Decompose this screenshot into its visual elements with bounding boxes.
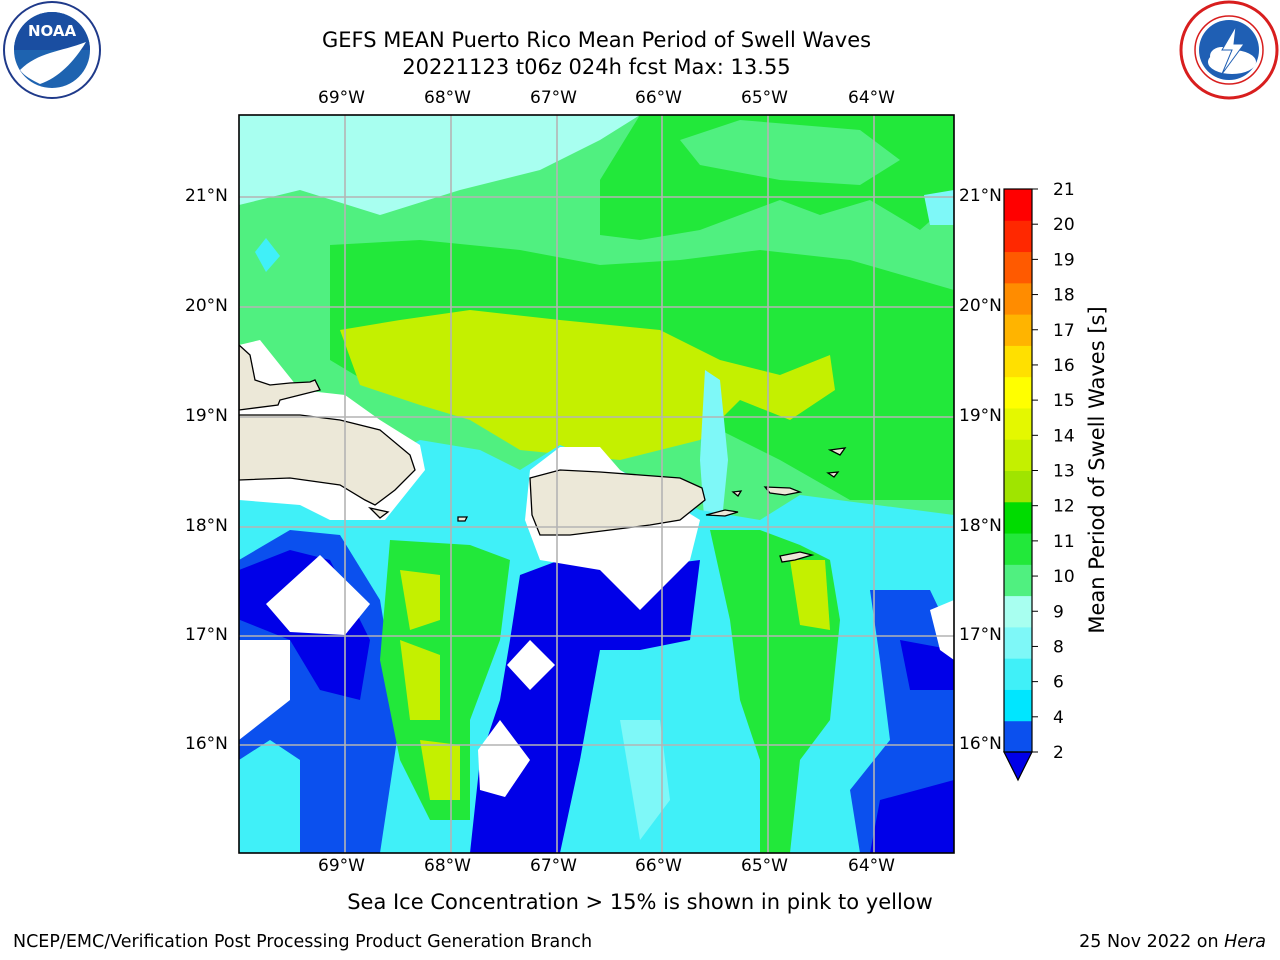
colorbar-extend-triangle <box>1003 751 1033 782</box>
colorbar-tick-label: 16 <box>1053 356 1075 376</box>
colorbar-bin <box>1004 251 1032 284</box>
lon-label-bottom: 66°W <box>635 856 682 876</box>
noaa-logo: NOAA <box>3 1 101 99</box>
colorbar-tick-label: 17 <box>1053 321 1075 341</box>
noaa-logo-text: NOAA <box>28 22 77 40</box>
colorbar-bin <box>1004 189 1032 221</box>
colorbar-bin <box>1004 345 1032 378</box>
colorbar-bin <box>1004 564 1032 597</box>
machine-name: Hera <box>1224 932 1266 952</box>
colorbar-tick-label: 18 <box>1053 286 1075 306</box>
lat-label-left: 16°N <box>185 734 228 754</box>
colorbar-bin <box>1004 689 1032 722</box>
hispaniola-north <box>239 344 321 411</box>
lat-label-right: 20°N <box>959 296 1002 316</box>
lon-label-bottom: 69°W <box>318 856 365 876</box>
hispaniola <box>239 414 416 506</box>
colorbar: 21 20 19 18 17 16 15 14 13 12 11 10 9 8 6 4 2 <box>1003 180 1075 782</box>
lat-label-left: 18°N <box>185 516 228 536</box>
run-date-text: 25 Nov 2022 on <box>1079 932 1225 952</box>
colorbar-bin <box>1004 314 1032 346</box>
colorbar-bin <box>1004 470 1032 503</box>
lon-label-top: 66°W <box>635 88 682 108</box>
lat-label-left: 17°N <box>185 625 228 645</box>
chart-subtitle: 20221123 t06z 024h fcst Max: 13.55 <box>402 55 791 79</box>
colorbar-bin <box>1004 282 1032 315</box>
lat-label-left: 20°N <box>185 296 228 316</box>
lat-label-left: 21°N <box>185 186 228 206</box>
run-date: 25 Nov 2022 on Hera <box>1079 932 1266 952</box>
colorbar-bin <box>1004 407 1032 440</box>
colorbar-bin <box>1004 658 1032 690</box>
colorbar-tick-label: 4 <box>1053 708 1064 728</box>
colorbar-tick-label: 19 <box>1053 250 1075 270</box>
lat-label-right: 18°N <box>959 516 1002 536</box>
graticule <box>239 115 954 853</box>
lat-label-left: 19°N <box>185 406 228 426</box>
lon-label-top: 64°W <box>848 88 895 108</box>
lon-label-bottom: 67°W <box>530 856 577 876</box>
colorbar-tick-label: 9 <box>1053 602 1064 622</box>
colorbar-tick-label: 13 <box>1053 462 1075 482</box>
colorbar-tick-label: 11 <box>1053 532 1075 552</box>
colorbar-tick-label: 6 <box>1053 673 1064 693</box>
lat-label-right: 16°N <box>959 734 1002 754</box>
branch-credit: NCEP/EMC/Verification Post Processing Pr… <box>13 932 593 952</box>
colorbar-bin <box>1004 439 1032 471</box>
colorbar-tick-label: 8 <box>1053 637 1064 657</box>
colorbar-tick-label: 14 <box>1053 426 1075 446</box>
colorbar-tick-label: 12 <box>1053 497 1075 517</box>
colorbar-bin <box>1004 533 1032 565</box>
sea-ice-note: Sea Ice Concentration > 15% is shown in … <box>347 890 933 914</box>
colorbar-bin <box>1004 501 1032 534</box>
colorbar-tick-label: 2 <box>1053 743 1064 763</box>
colorbar-label: Mean Period of Swell Waves [s] <box>1085 306 1109 634</box>
colorbar-bin <box>1004 595 1032 628</box>
lat-label-right: 19°N <box>959 406 1002 426</box>
chart-title: GEFS MEAN Puerto Rico Mean Period of Swe… <box>321 28 872 52</box>
lat-label-right: 17°N <box>959 625 1002 645</box>
lon-label-bottom: 68°W <box>424 856 471 876</box>
colorbar-tick-label: 21 <box>1053 180 1075 200</box>
st-croix <box>779 551 815 563</box>
lat-label-right: 21°N <box>959 186 1002 206</box>
colorbar-bin <box>1004 376 1032 409</box>
colorbar-bin <box>1004 626 1032 659</box>
lon-label-top: 65°W <box>741 88 788 108</box>
nws-logo <box>1179 0 1279 100</box>
colorbar-tick-label: 15 <box>1053 391 1075 411</box>
colorbar-bin <box>1004 220 1032 253</box>
colorbar-bin <box>1004 720 1032 753</box>
lon-label-bottom: 65°W <box>741 856 788 876</box>
colorbar-tick-label: 10 <box>1053 567 1075 587</box>
lon-label-top: 69°W <box>318 88 365 108</box>
lon-label-bottom: 64°W <box>848 856 895 876</box>
colorbar-tick-label: 20 <box>1053 215 1075 235</box>
lon-label-top: 68°W <box>424 88 471 108</box>
lon-label-top: 67°W <box>530 88 577 108</box>
